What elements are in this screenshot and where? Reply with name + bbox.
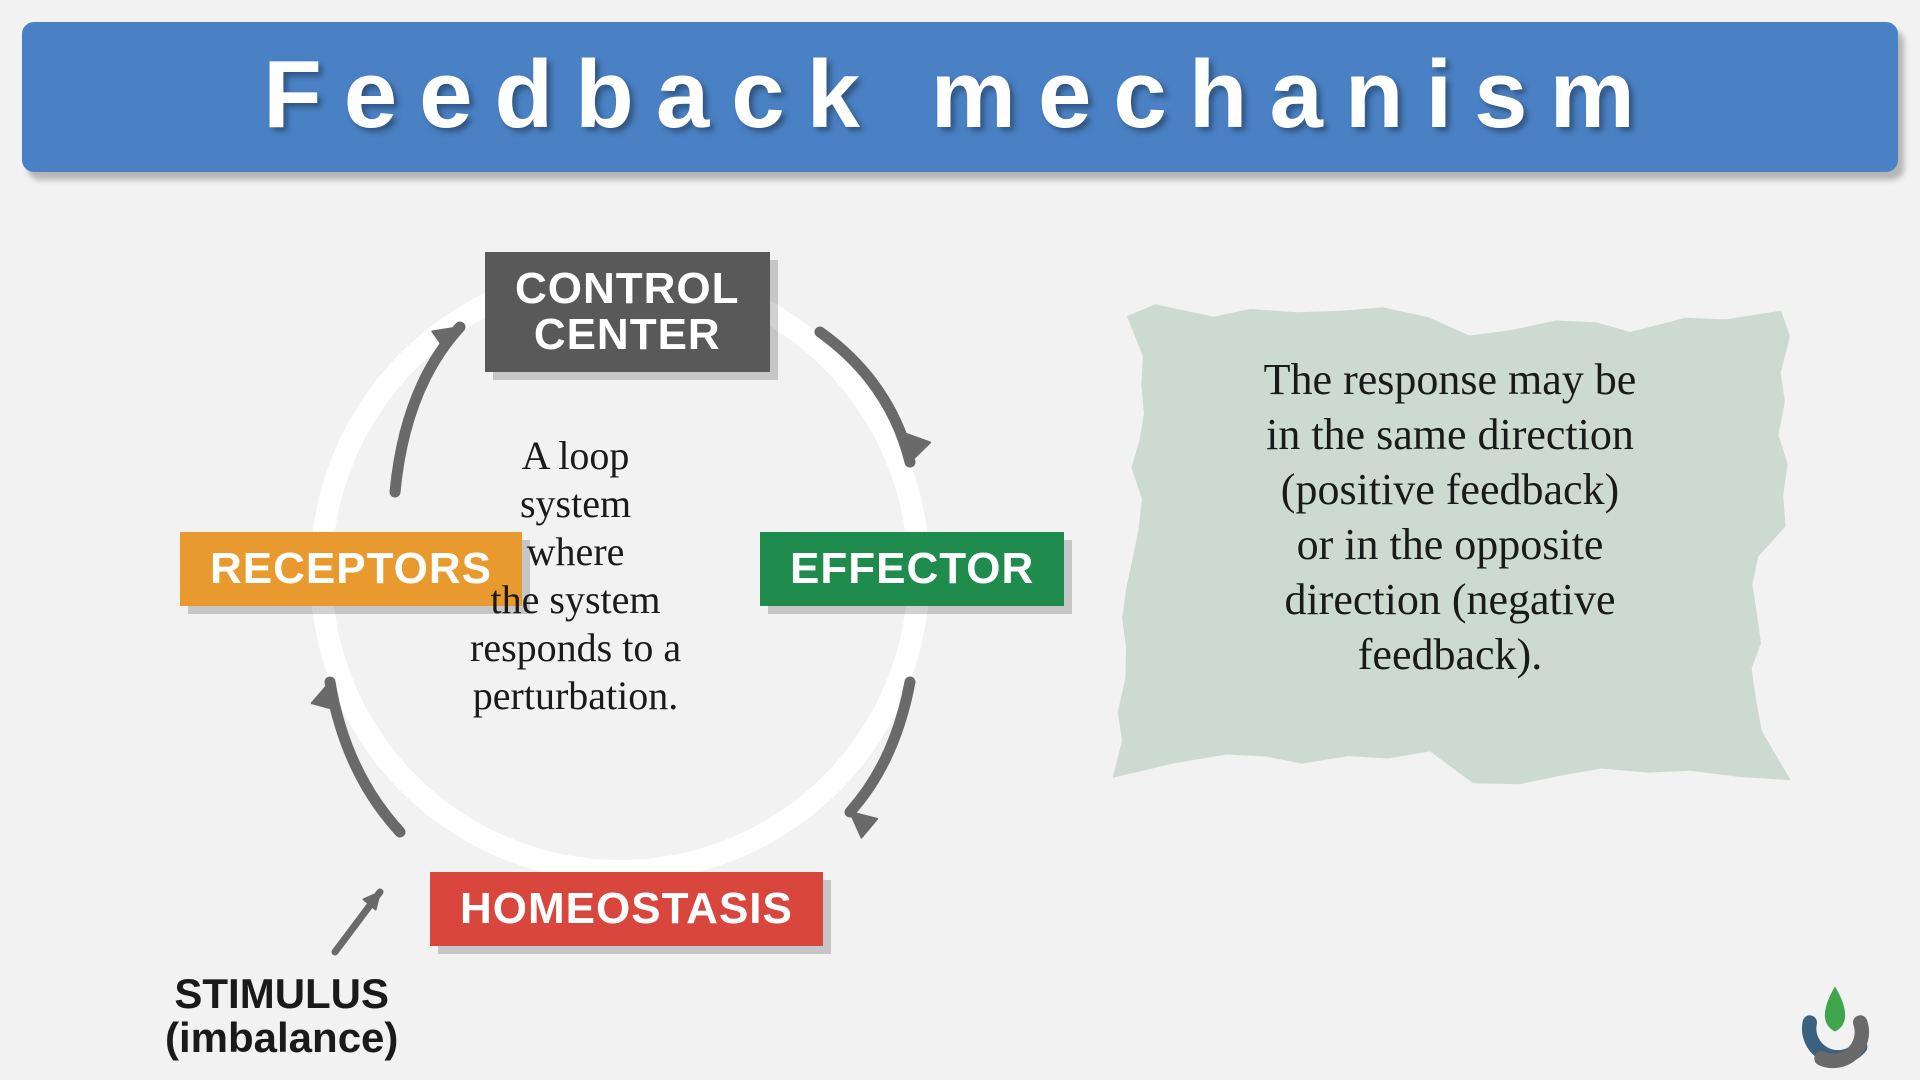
node-control-center: CONTROL CENTER bbox=[485, 252, 770, 372]
node-homeostasis: HOMEOSTASIS bbox=[430, 872, 823, 946]
page-title: Feedback mechanism bbox=[22, 40, 1898, 150]
center-description: A loop system where the system responds … bbox=[470, 432, 681, 720]
callout-text: The response may be in the same directio… bbox=[1100, 292, 1800, 792]
brand-logo-icon bbox=[1790, 982, 1880, 1072]
stimulus-label: STIMULUS (imbalance) bbox=[165, 972, 398, 1060]
node-effector: EFFECTOR bbox=[760, 532, 1064, 606]
diagram-stage: CONTROL CENTER EFFECTOR HOMEOSTASIS RECE… bbox=[0, 232, 1920, 1080]
header-banner: Feedback mechanism bbox=[22, 22, 1898, 172]
